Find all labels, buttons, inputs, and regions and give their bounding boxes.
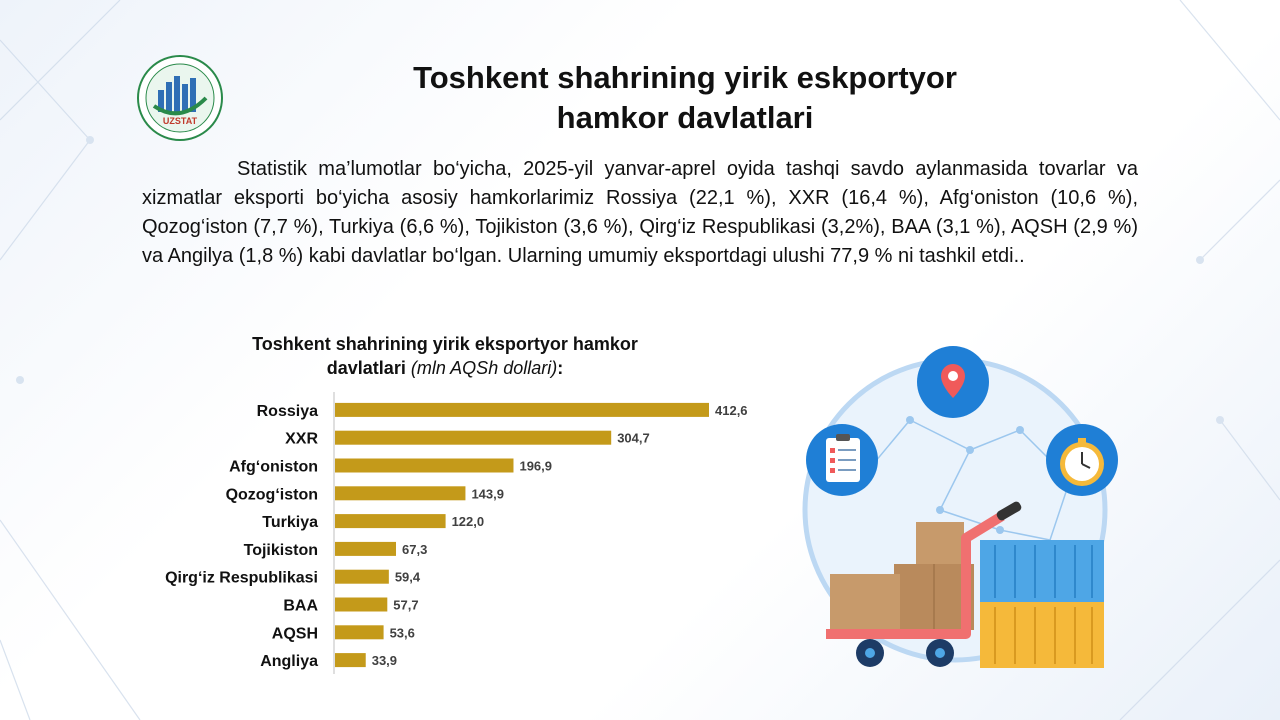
category-label: BAA bbox=[283, 598, 318, 615]
category-label: Rossiya bbox=[257, 403, 318, 420]
category-label: Turkiya bbox=[262, 514, 318, 531]
chart-title: Toshkent shahrining yirik eksportyor ham… bbox=[200, 332, 690, 380]
chart-title-unit: (mln AQSh dollari) bbox=[410, 358, 558, 378]
page-title-line1: Toshkent shahrining yirik eskportyor bbox=[413, 60, 957, 95]
bar bbox=[335, 541, 397, 556]
category-label: Afg‘oniston bbox=[229, 459, 318, 476]
page-title: Toshkent shahrining yirik eskportyor ham… bbox=[300, 58, 1070, 138]
data-label: 412,6 bbox=[715, 403, 748, 418]
location-pin-icon bbox=[917, 346, 989, 418]
category-label: Angliya bbox=[260, 653, 318, 670]
data-label: 33,9 bbox=[372, 653, 397, 668]
data-label: 59,4 bbox=[395, 570, 421, 585]
uzstat-logo: UZSTAT bbox=[137, 55, 223, 141]
clipboard-checklist-icon bbox=[806, 424, 878, 496]
page-title-line2: hamkor davlatlari bbox=[556, 100, 814, 135]
data-label: 304,7 bbox=[617, 431, 650, 446]
bar-chart: Rossiya 412,6 XXR 304,7 Afg‘oniston 196,9 Qozo… bbox=[165, 392, 748, 674]
bar bbox=[335, 625, 384, 640]
bar bbox=[335, 486, 466, 501]
chart-title-line1: Toshkent shahrining yirik eksportyor ham… bbox=[252, 334, 638, 354]
category-label: XXR bbox=[285, 431, 318, 448]
bar bbox=[335, 458, 514, 473]
bar bbox=[335, 653, 366, 668]
bar bbox=[335, 569, 389, 584]
chart-title-colon: : bbox=[557, 358, 564, 378]
chart-title-line2: davlatlari (mln AQSh dollari): bbox=[200, 356, 690, 380]
category-label: Qozog‘iston bbox=[226, 486, 318, 503]
data-label: 57,7 bbox=[393, 598, 418, 613]
logistics-illustration bbox=[802, 346, 1118, 668]
summary-text: Statistik ma’lumotlar bo‘yicha, 2025-yil… bbox=[142, 158, 1138, 267]
bar bbox=[335, 430, 612, 445]
data-label: 53,6 bbox=[390, 625, 415, 640]
bar bbox=[335, 514, 446, 529]
bar bbox=[335, 402, 709, 417]
data-label: 67,3 bbox=[402, 542, 427, 557]
chart-title-bold: davlatlari bbox=[326, 358, 406, 378]
logo-brand: UZSTAT bbox=[163, 116, 198, 126]
data-label: 122,0 bbox=[452, 514, 485, 529]
stopwatch-icon bbox=[1046, 424, 1118, 496]
summary-paragraph: Statistik ma’lumotlar bo‘yicha, 2025-yil… bbox=[142, 155, 1138, 271]
data-label: 143,9 bbox=[471, 486, 504, 501]
category-label: Tojikiston bbox=[244, 542, 318, 559]
bar bbox=[335, 597, 388, 612]
category-label: Qirg‘iz Respublikasi bbox=[165, 570, 318, 587]
category-label: AQSH bbox=[272, 625, 318, 642]
data-label: 196,9 bbox=[519, 459, 552, 474]
